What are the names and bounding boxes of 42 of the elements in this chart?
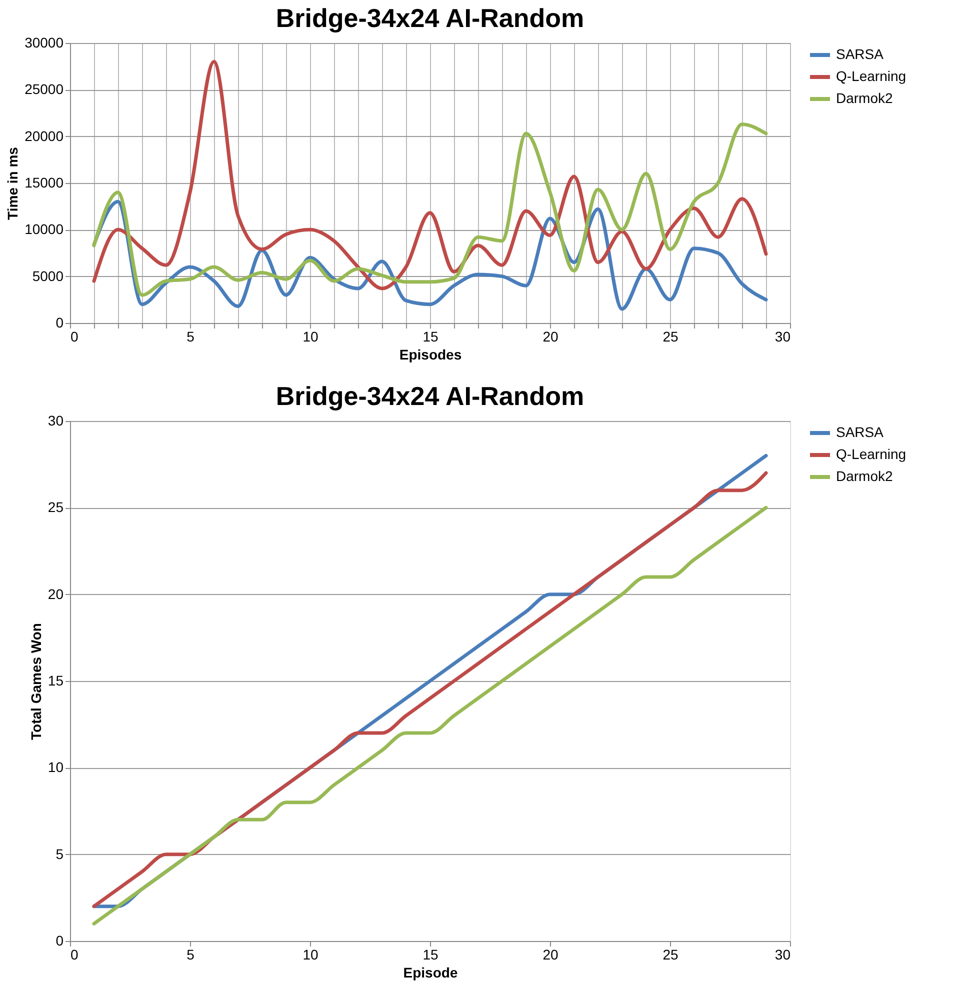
y-tick-label: 20000 (24, 128, 64, 144)
legend-label: Q-Learning (836, 68, 906, 84)
x-tick-label: 15 (422, 946, 438, 962)
y-tick-label: 10000 (24, 221, 64, 238)
x-tick-label: 20 (542, 946, 558, 962)
y-tick-label: 5000 (32, 268, 64, 284)
legend-label: Q-Learning (836, 446, 906, 462)
x-tick-label: 30 (774, 946, 791, 962)
x-tick-label: 0 (70, 328, 78, 344)
x-tick-label: 25 (662, 946, 678, 962)
y-tick-label: 0 (56, 932, 64, 948)
y-axis-title: Total Games Won (28, 623, 44, 740)
legend-label: SARSA (836, 46, 884, 62)
y-tick-label: 30 (48, 412, 64, 428)
y-tick-label: 25 (48, 499, 64, 516)
x-tick-label: 25 (662, 328, 678, 344)
legend-label: SARSA (836, 424, 884, 440)
x-tick-label: 10 (302, 946, 318, 962)
x-tick-label: 30 (774, 328, 791, 344)
y-tick-label: 20 (48, 586, 64, 602)
x-axis-title: Episodes (399, 346, 462, 362)
x-tick-label: 5 (186, 946, 195, 962)
y-tick-label: 0 (56, 314, 64, 330)
legend-label: Darmok2 (836, 90, 894, 106)
y-tick-label: 5 (56, 846, 64, 862)
y-axis-title: Time in ms (4, 146, 21, 220)
y-tick-label: 25000 (24, 81, 64, 98)
x-tick-label: 15 (422, 328, 438, 344)
chart-title: Bridge-34x24 AI-Random (276, 3, 584, 33)
y-tick-label: 15 (48, 672, 64, 688)
x-tick-label: 0 (70, 946, 78, 962)
x-tick-label: 10 (302, 328, 318, 344)
line-series (92, 122, 768, 297)
line-series (92, 60, 768, 290)
chart-title: Bridge-34x24 AI-Random (276, 381, 584, 411)
y-tick-label: 30000 (24, 34, 64, 50)
y-tick-label: 10 (48, 759, 64, 776)
x-tick-label: 5 (186, 328, 195, 344)
y-tick-label: 15000 (24, 174, 64, 190)
legend-label: Darmok2 (836, 468, 894, 484)
x-axis-title: Episode (403, 964, 458, 980)
x-tick-label: 20 (542, 328, 558, 344)
